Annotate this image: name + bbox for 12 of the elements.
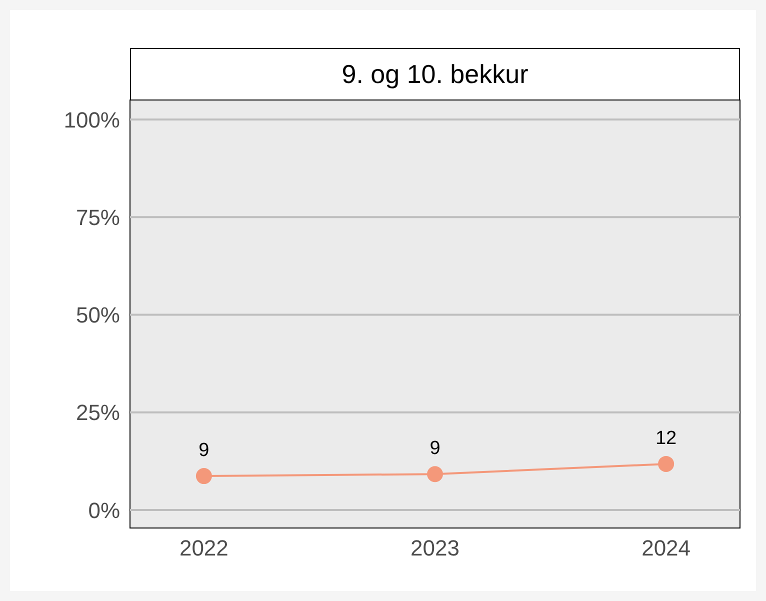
x-tick-label: 2023: [410, 536, 460, 561]
y-tick-label: 100%: [64, 107, 120, 132]
data-label: 9: [430, 438, 440, 460]
x-tick-label: 2022: [179, 536, 228, 561]
data-label: 12: [655, 428, 677, 449]
y-tick-label: 75%: [76, 204, 120, 230]
y-tick-label: 0%: [88, 498, 120, 523]
y-tick-label: 25%: [76, 400, 120, 426]
y-tick-label: 50%: [76, 302, 120, 328]
chart-title: 9. og 10. bekkur: [130, 48, 740, 101]
data-label: 9: [198, 440, 210, 462]
x-tick-label: 2024: [642, 536, 691, 561]
